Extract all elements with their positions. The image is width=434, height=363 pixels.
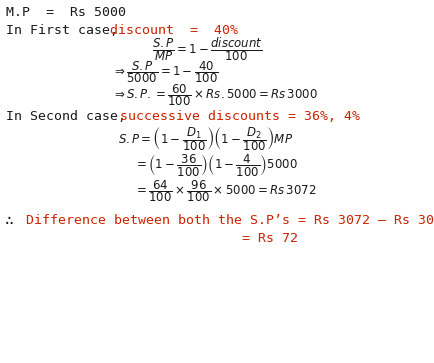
Text: Difference between both the S.P’s = Rs 3072 – Rs 3000: Difference between both the S.P’s = Rs 3… xyxy=(18,215,434,228)
Text: $= \left(1 - \dfrac{36}{100}\right)\left(1 - \dfrac{4}{100}\right)5000$: $= \left(1 - \dfrac{36}{100}\right)\left… xyxy=(134,152,298,178)
Text: successive discounts = 36%, 4%: successive discounts = 36%, 4% xyxy=(120,110,360,122)
Text: $= \dfrac{64}{100} \times \dfrac{96}{100} \times 5000 = Rs\, 3072$: $= \dfrac{64}{100} \times \dfrac{96}{100… xyxy=(134,178,316,204)
Text: $\Rightarrow\dfrac{S.P}{5000} = 1 - \dfrac{40}{100}$: $\Rightarrow\dfrac{S.P}{5000} = 1 - \dfr… xyxy=(112,59,219,85)
Text: In Second case,: In Second case, xyxy=(6,110,126,122)
Text: $S.P = \left(1 - \dfrac{D_1}{100}\right)\left(1 - \dfrac{D_2}{100}\right)MP$: $S.P = \left(1 - \dfrac{D_1}{100}\right)… xyxy=(118,125,293,153)
Text: $\Rightarrow S.P. = \dfrac{60}{100} \times Rs. 5000 = Rs\, 3000$: $\Rightarrow S.P. = \dfrac{60}{100} \tim… xyxy=(112,82,318,108)
Text: = Rs 72: = Rs 72 xyxy=(242,232,298,245)
Text: discount  =  40%: discount = 40% xyxy=(110,24,238,37)
Text: $\dfrac{S.P}{MP} = 1 - \dfrac{discount}{100}$: $\dfrac{S.P}{MP} = 1 - \dfrac{discount}{… xyxy=(152,37,263,64)
Text: M.P  =  Rs 5000: M.P = Rs 5000 xyxy=(6,7,126,20)
Text: ∴: ∴ xyxy=(5,213,14,228)
Text: In First case,: In First case, xyxy=(6,24,118,37)
